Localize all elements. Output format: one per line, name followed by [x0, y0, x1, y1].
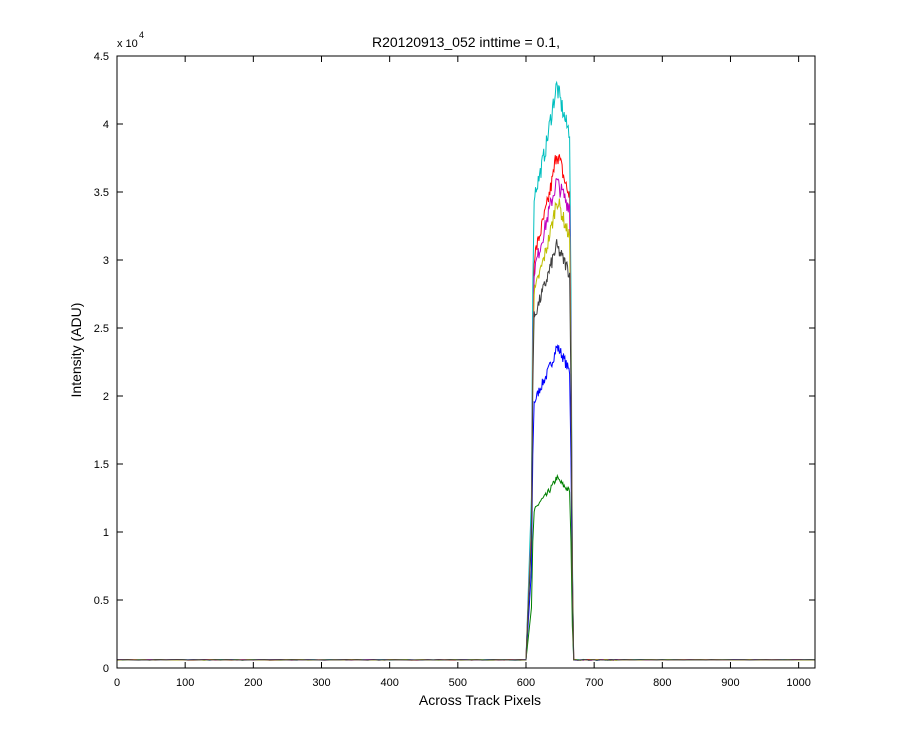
y-multiplier-label: x 10 [117, 38, 138, 50]
x-tick-label: 400 [380, 677, 398, 689]
x-tick-label: 700 [585, 677, 603, 689]
x-axis-ticks: 0 100 200 300 400 500 600 700 800 900 1000 [114, 56, 811, 689]
series-line-7 [116, 239, 816, 661]
x-axis-label: Across Track Pixels [419, 692, 541, 708]
x-tick-label: 100 [176, 677, 194, 689]
y-multiplier-exponent: 4 [139, 30, 144, 40]
y-axis-label: Intensity (ADU) [68, 303, 84, 398]
x-tick-label: 900 [721, 677, 739, 689]
x-tick-label: 300 [312, 677, 330, 689]
y-tick-label: 0 [103, 663, 109, 675]
y-tick-label: 2.5 [94, 323, 109, 335]
y-tick-label: 4.5 [94, 51, 109, 63]
x-tick-label: 1000 [786, 677, 810, 689]
x-tick-label: 600 [517, 677, 535, 689]
plot-area [117, 56, 815, 668]
y-tick-label: 1 [103, 527, 109, 539]
x-tick-label: 800 [653, 677, 671, 689]
y-axis-ticks: 0 0.5 1 1.5 2 2.5 3 3.5 4 4.5 [94, 51, 815, 675]
y-tick-label: 4 [103, 119, 109, 131]
x-tick-label: 500 [449, 677, 467, 689]
y-tick-label: 3.5 [94, 187, 109, 199]
chart-title: R20120913_052 inttime = 0.1, [372, 34, 560, 50]
plot-frame [116, 55, 816, 669]
y-tick-label: 1.5 [94, 459, 109, 471]
x-tick-label: 200 [244, 677, 262, 689]
y-tick-label: 3 [103, 255, 109, 267]
series-layer [116, 80, 816, 661]
y-tick-label: 0.5 [94, 595, 109, 607]
y-tick-label: 2 [103, 391, 109, 403]
x-tick-label: 0 [114, 677, 120, 689]
